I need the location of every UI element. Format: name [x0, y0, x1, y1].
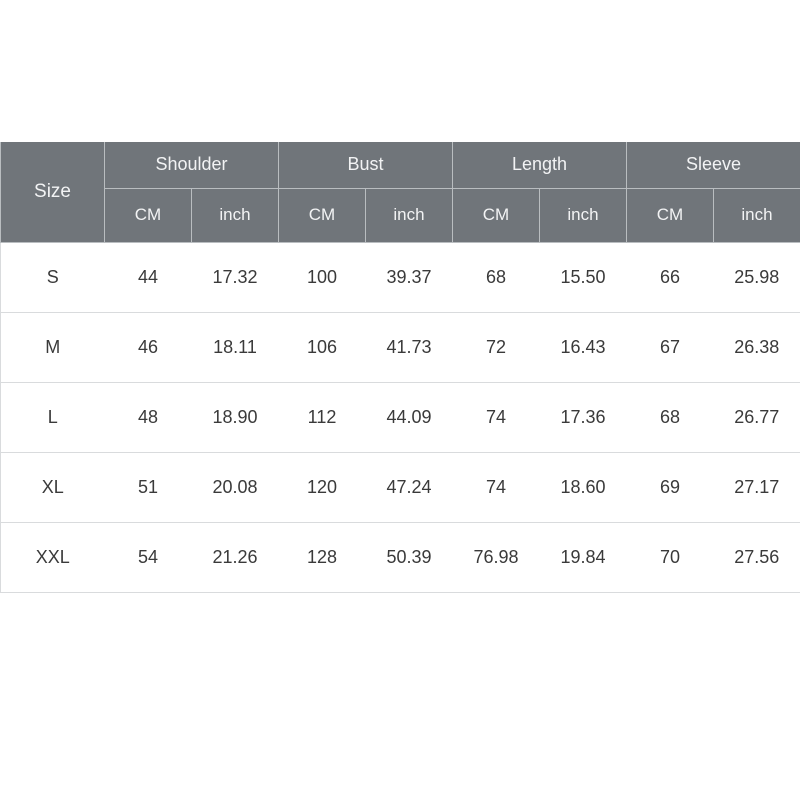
table-row: S 44 17.32 100 39.37 68 15.50 66 25.98 — [1, 242, 800, 312]
cell: 17.32 — [192, 242, 279, 312]
cell: 69 — [627, 452, 714, 522]
cell: 27.56 — [714, 522, 800, 592]
header-unit-inch: inch — [366, 188, 453, 242]
cell: 26.77 — [714, 382, 800, 452]
table-row: XL 51 20.08 120 47.24 74 18.60 69 27.17 — [1, 452, 800, 522]
cell: 51 — [105, 452, 192, 522]
header-group-sleeve: Sleeve — [627, 142, 800, 188]
cell: 18.60 — [540, 452, 627, 522]
cell: 106 — [279, 312, 366, 382]
cell: 17.36 — [540, 382, 627, 452]
cell: 68 — [453, 242, 540, 312]
size-chart-table: Size Shoulder Bust Length Sleeve CM inch… — [0, 142, 800, 593]
size-label: M — [1, 312, 105, 382]
cell: 74 — [453, 382, 540, 452]
cell: 27.17 — [714, 452, 800, 522]
header-unit-cm: CM — [105, 188, 192, 242]
cell: 48 — [105, 382, 192, 452]
cell: 66 — [627, 242, 714, 312]
cell: 76.98 — [453, 522, 540, 592]
cell: 72 — [453, 312, 540, 382]
table-header: Size Shoulder Bust Length Sleeve CM inch… — [1, 142, 800, 242]
cell: 21.26 — [192, 522, 279, 592]
cell: 128 — [279, 522, 366, 592]
header-size: Size — [1, 142, 105, 242]
cell: 15.50 — [540, 242, 627, 312]
cell: 100 — [279, 242, 366, 312]
size-label: XXL — [1, 522, 105, 592]
size-label: XL — [1, 452, 105, 522]
header-unit-inch: inch — [192, 188, 279, 242]
header-unit-inch: inch — [714, 188, 800, 242]
cell: 26.38 — [714, 312, 800, 382]
header-group-bust: Bust — [279, 142, 453, 188]
table-body: S 44 17.32 100 39.37 68 15.50 66 25.98 M… — [1, 242, 800, 592]
header-unit-cm: CM — [627, 188, 714, 242]
header-unit-cm: CM — [453, 188, 540, 242]
cell: 20.08 — [192, 452, 279, 522]
cell: 112 — [279, 382, 366, 452]
cell: 54 — [105, 522, 192, 592]
cell: 120 — [279, 452, 366, 522]
size-label: S — [1, 242, 105, 312]
cell: 47.24 — [366, 452, 453, 522]
cell: 70 — [627, 522, 714, 592]
cell: 67 — [627, 312, 714, 382]
table-row: XXL 54 21.26 128 50.39 76.98 19.84 70 27… — [1, 522, 800, 592]
cell: 18.90 — [192, 382, 279, 452]
cell: 41.73 — [366, 312, 453, 382]
cell: 68 — [627, 382, 714, 452]
cell: 46 — [105, 312, 192, 382]
cell: 25.98 — [714, 242, 800, 312]
cell: 39.37 — [366, 242, 453, 312]
cell: 74 — [453, 452, 540, 522]
size-label: L — [1, 382, 105, 452]
cell: 50.39 — [366, 522, 453, 592]
cell: 44 — [105, 242, 192, 312]
header-group-length: Length — [453, 142, 627, 188]
table-row: M 46 18.11 106 41.73 72 16.43 67 26.38 — [1, 312, 800, 382]
table-row: L 48 18.90 112 44.09 74 17.36 68 26.77 — [1, 382, 800, 452]
cell: 19.84 — [540, 522, 627, 592]
header-unit-inch: inch — [540, 188, 627, 242]
cell: 44.09 — [366, 382, 453, 452]
header-group-shoulder: Shoulder — [105, 142, 279, 188]
cell: 18.11 — [192, 312, 279, 382]
cell: 16.43 — [540, 312, 627, 382]
header-unit-cm: CM — [279, 188, 366, 242]
